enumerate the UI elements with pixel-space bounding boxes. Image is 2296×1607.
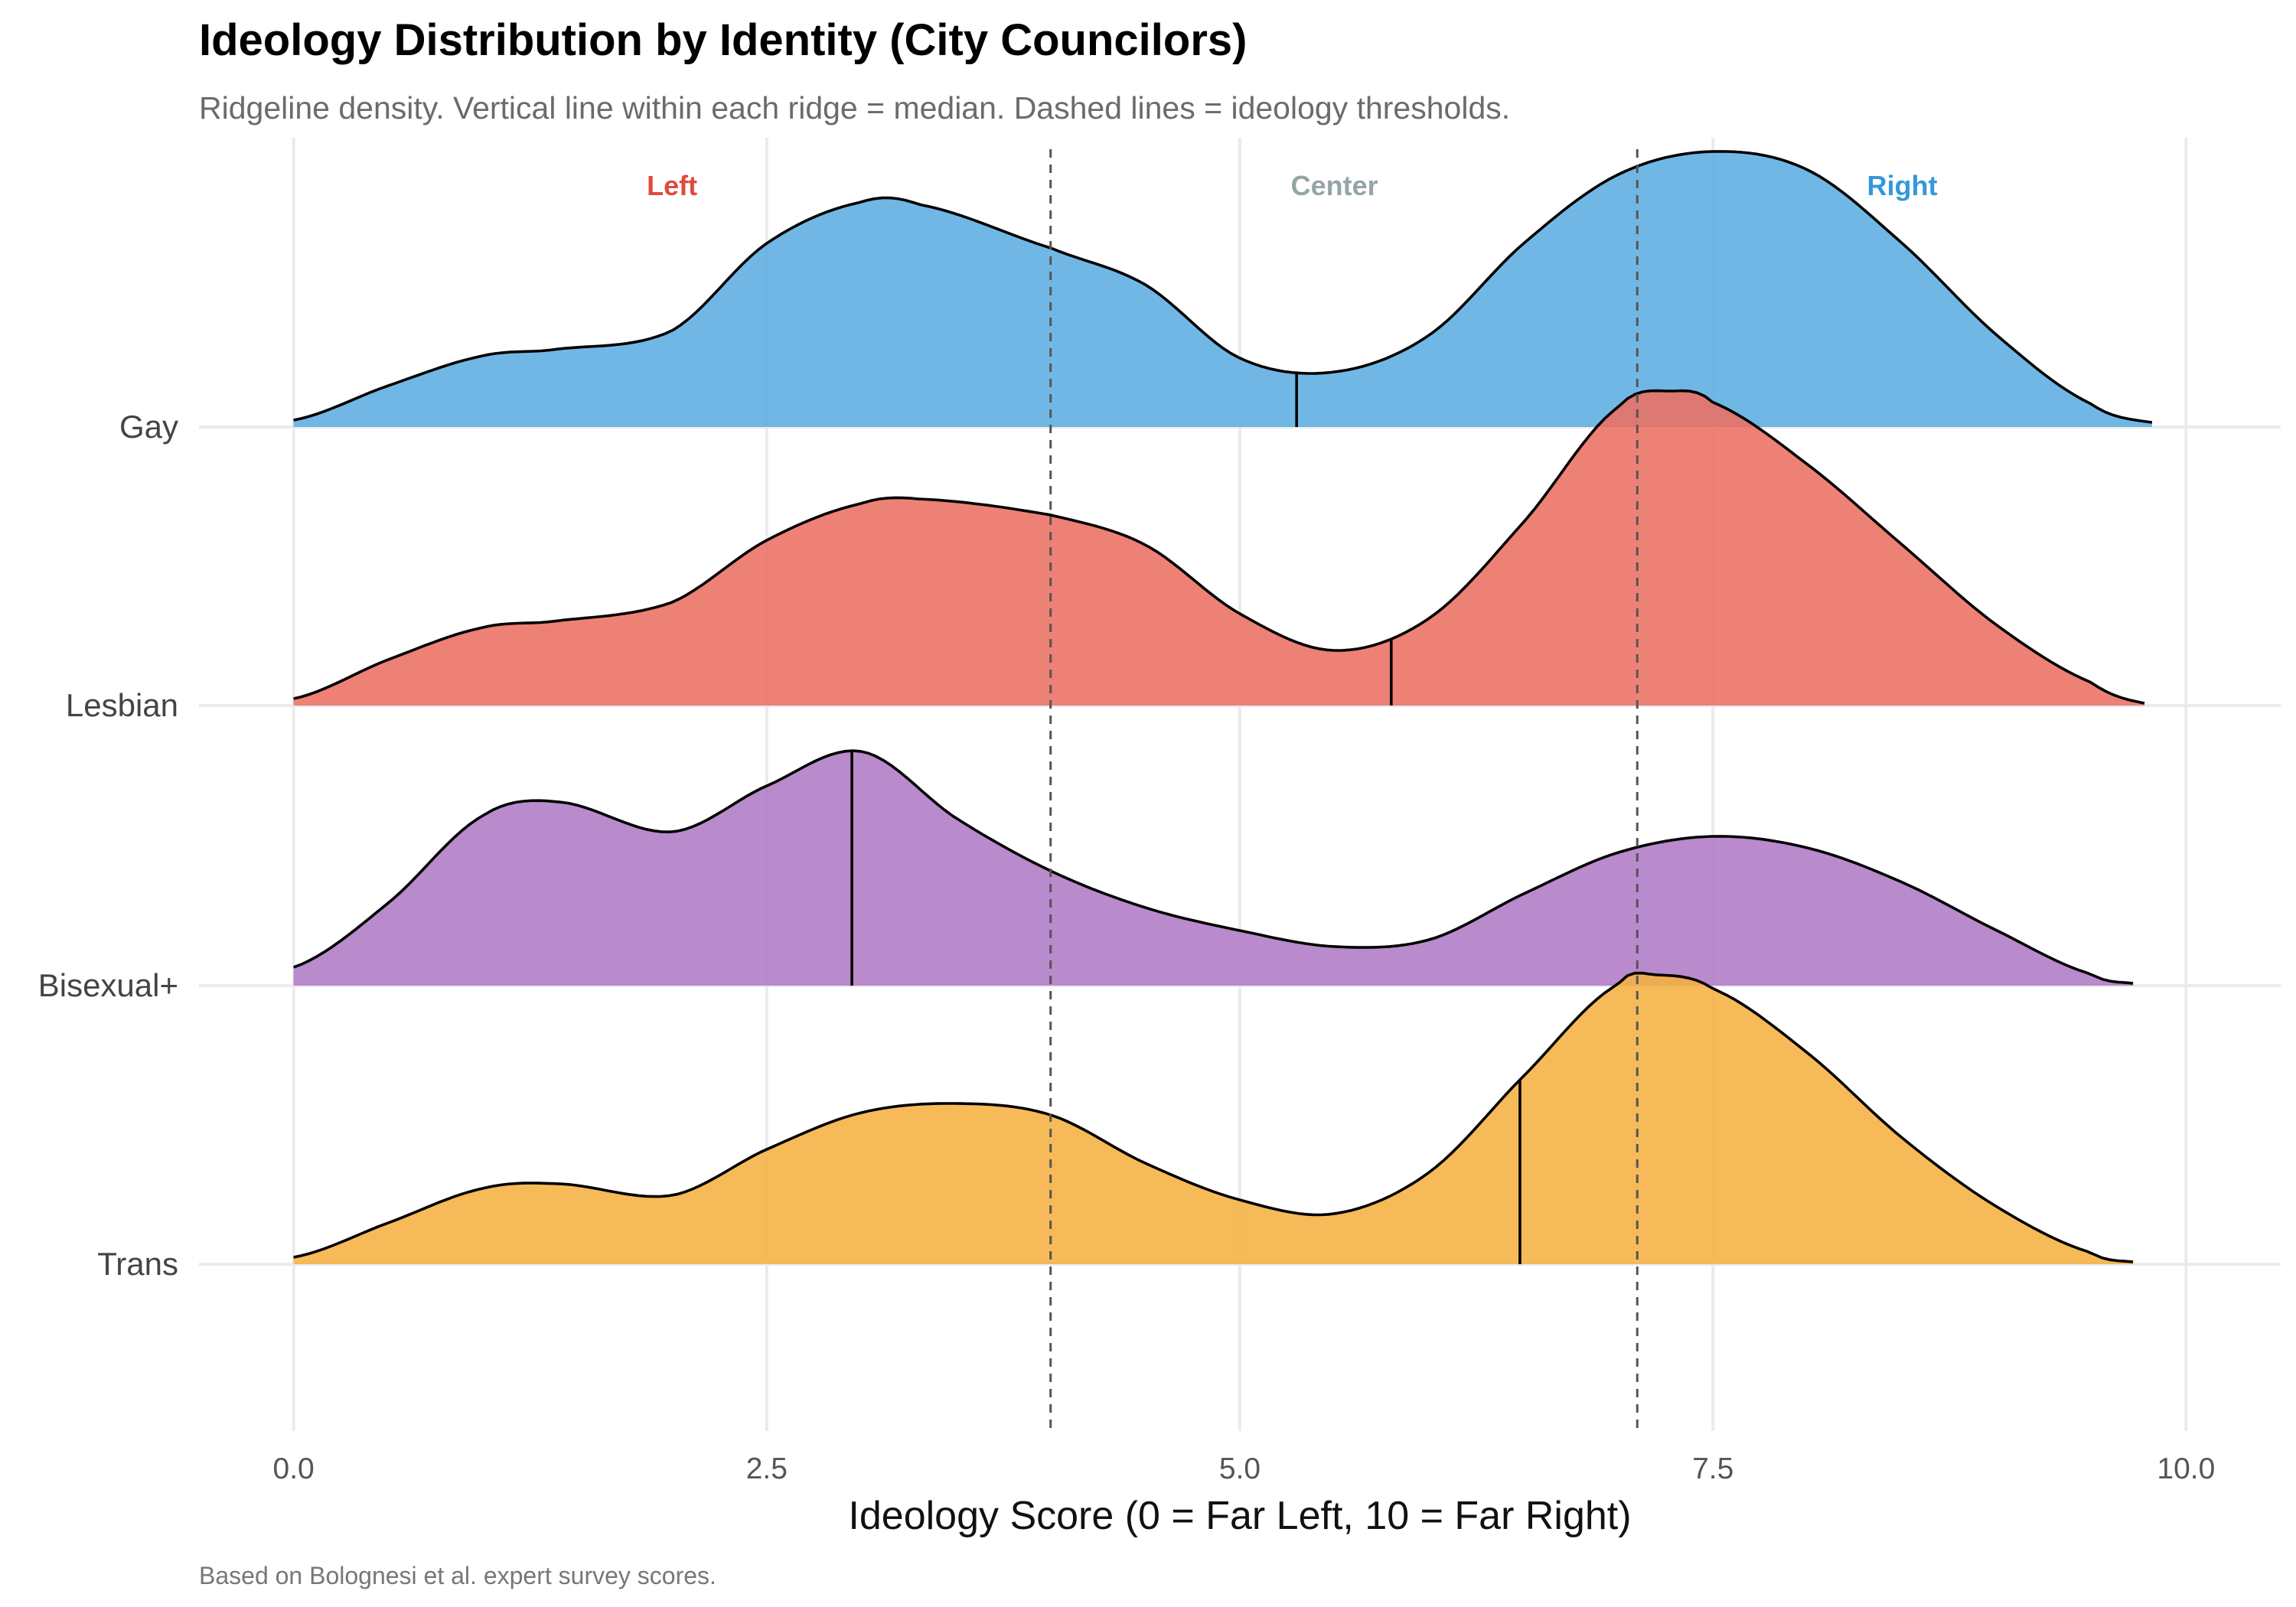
x-axis-title: Ideology Score (0 = Far Left, 10 = Far R… <box>848 1494 1631 1538</box>
y-axis-category-labels: Gay Lesbian Bisexual+ Trans <box>38 409 178 1282</box>
y-label-trans: Trans <box>97 1246 178 1282</box>
plot-panel: Left Center Right <box>199 138 2281 1435</box>
ridge-lesbian <box>293 389 2145 706</box>
ridge-bisexual <box>292 749 2134 986</box>
x-tick-label: 2.5 <box>746 1452 788 1485</box>
y-label-bisexual: Bisexual+ <box>38 967 178 1003</box>
zone-labels: Left Center Right <box>647 170 1937 201</box>
y-label-gay: Gay <box>119 409 178 445</box>
y-label-lesbian: Lesbian <box>66 687 178 723</box>
density-area-lesbian <box>293 390 2144 706</box>
x-tick-label: 0.0 <box>273 1452 315 1485</box>
density-area-bisexual <box>293 751 2134 986</box>
density-area-trans <box>293 973 2134 1264</box>
density-outline-lesbian <box>293 389 2145 705</box>
zone-label-left: Left <box>647 170 697 201</box>
chart-title: Ideology Distribution by Identity (City … <box>199 15 1247 65</box>
density-outline-gay <box>293 150 2153 424</box>
chart-caption: Based on Bolognesi et al. expert survey … <box>199 1562 716 1589</box>
chart-subtitle: Ridgeline density. Vertical line within … <box>199 90 1510 125</box>
ridge-trans <box>293 971 2134 1264</box>
x-tick-label: 10.0 <box>2157 1452 2215 1485</box>
x-axis-tick-labels: 0.0 2.5 5.0 7.5 10.0 <box>273 1452 2216 1485</box>
density-outline-trans <box>293 971 2134 1263</box>
ridge-gay <box>293 150 2153 427</box>
ridges <box>292 150 2153 1264</box>
threshold-lines <box>1049 149 1639 1435</box>
x-tick-label: 5.0 <box>1219 1452 1261 1485</box>
zone-label-center: Center <box>1291 170 1378 201</box>
density-area-gay <box>293 151 2152 427</box>
zone-label-right: Right <box>1867 170 1937 201</box>
x-tick-label: 7.5 <box>1692 1452 1733 1485</box>
density-outline-bisexual <box>292 749 2134 985</box>
